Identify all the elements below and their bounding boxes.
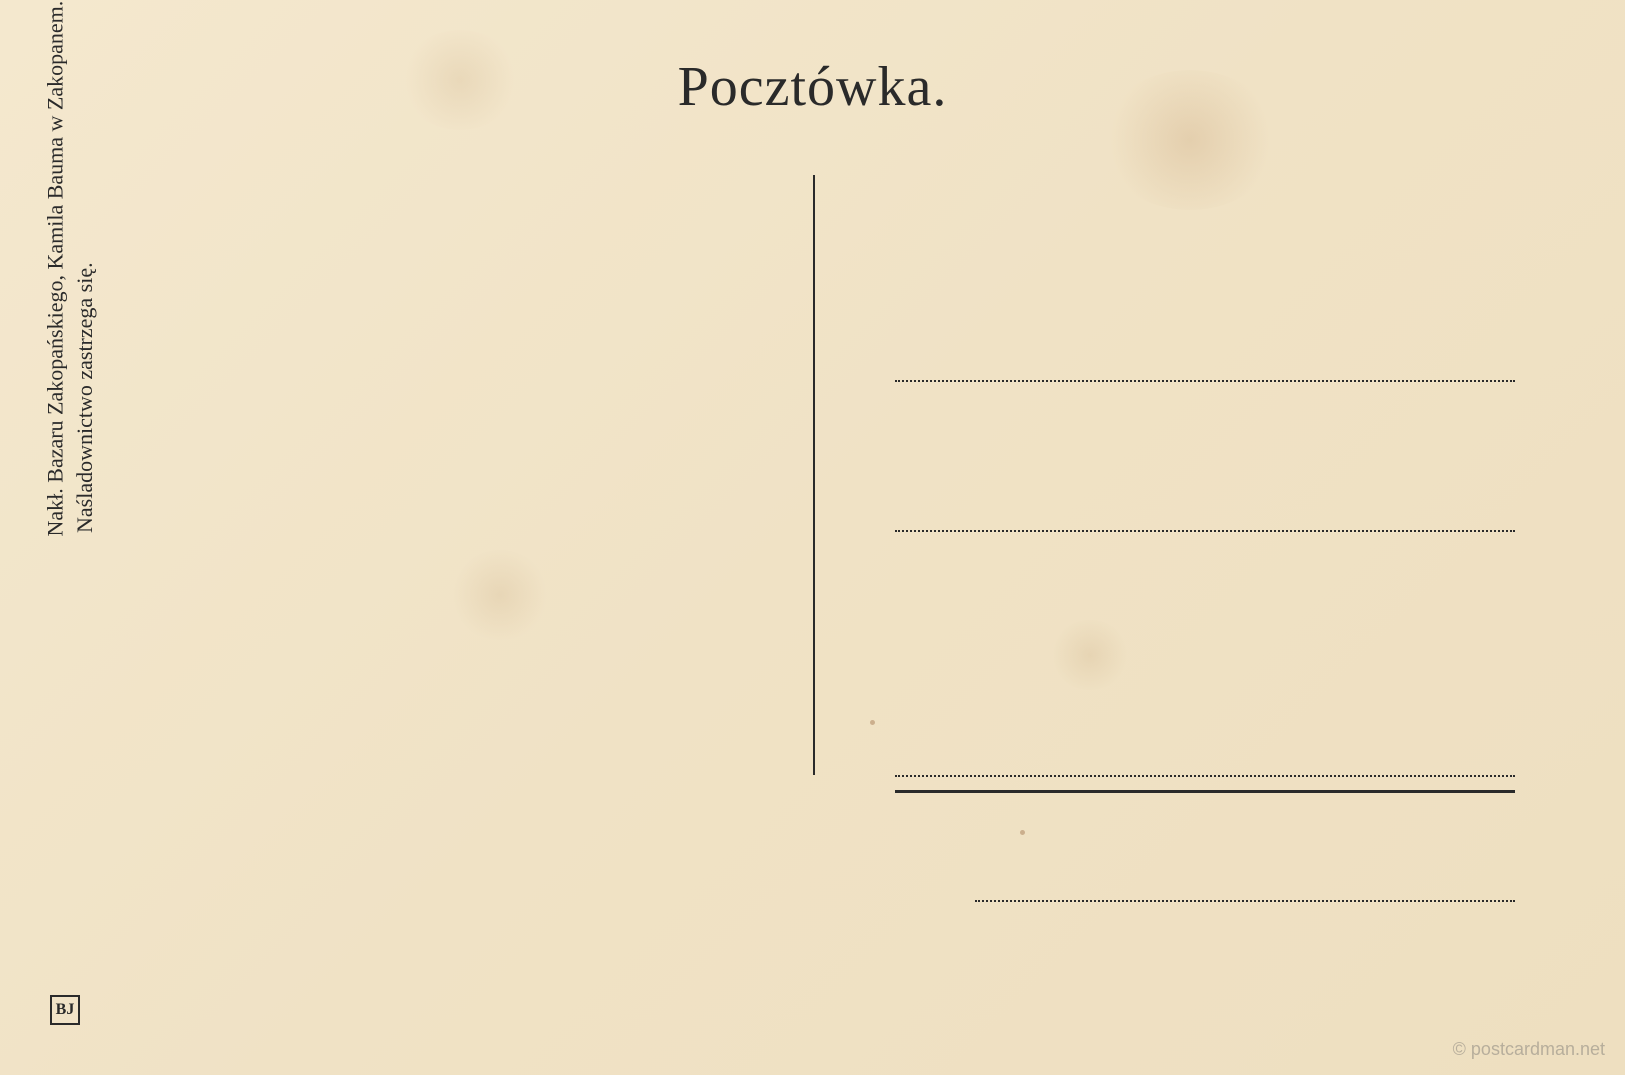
address-line-4 (975, 900, 1515, 902)
address-line-2 (895, 530, 1515, 532)
publisher-text-line2: Naśladownictwo zastrzega się. (72, 262, 98, 533)
publisher-logo: BJ (50, 995, 80, 1025)
watermark-text: © postcardman.net (1453, 1039, 1605, 1060)
postcard-back: Pocztówka. Nakł. Bazaru Zakopańskiego, K… (0, 0, 1625, 1075)
publisher-text-line1: Nakł. Bazaru Zakopańskiego, Kamila Bauma… (39, 1, 72, 537)
address-line-3-solid (895, 790, 1515, 793)
aging-mark (1100, 70, 1280, 210)
postcard-title: Pocztówka. (678, 55, 948, 119)
address-line-3-dotted (895, 775, 1515, 777)
address-line-1 (895, 380, 1515, 382)
center-divider-line (813, 175, 815, 775)
aging-mark (450, 550, 550, 640)
spot-mark (870, 720, 875, 725)
aging-mark (1050, 620, 1130, 690)
spot-mark (1020, 830, 1025, 835)
aging-mark (400, 30, 520, 130)
